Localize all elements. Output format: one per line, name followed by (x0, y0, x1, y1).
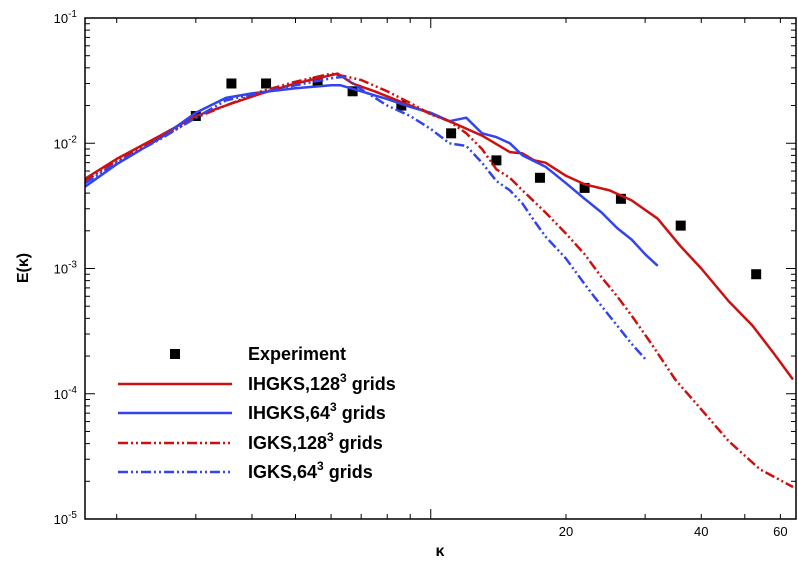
legend-marker (170, 349, 180, 359)
x-tick-label: 40 (694, 524, 708, 539)
series-line-3 (85, 72, 794, 489)
y-tick-label: 10-3 (54, 260, 78, 277)
experiment-marker (396, 100, 407, 111)
experiment-marker (446, 128, 457, 139)
experiment-marker (226, 78, 237, 89)
x-tick-label: 20 (559, 524, 573, 539)
experiment-marker (675, 220, 686, 231)
legend-label: IHGKS,643 grids (248, 400, 386, 423)
series-line-1 (85, 72, 795, 381)
experiment-marker (579, 182, 590, 193)
x-axis-title: κ (436, 543, 445, 560)
series-line-2 (85, 84, 659, 267)
legend-label: IHGKS,1283 grids (248, 371, 396, 394)
experiment-marker (534, 172, 545, 183)
series-line-4 (85, 75, 647, 360)
y-tick-label: 10-1 (54, 9, 78, 26)
experiment-marker (261, 78, 272, 89)
x-tick-label: 60 (773, 524, 787, 539)
experiment-marker (347, 86, 358, 97)
legend-label: Experiment (248, 344, 346, 364)
y-tick-label: 10-5 (54, 510, 78, 527)
experiment-marker (491, 155, 502, 166)
y-tick-label: 10-4 (54, 385, 78, 402)
experiment-marker (751, 269, 762, 280)
y-axis-title: E(κ) (15, 253, 32, 283)
legend: Experiment IHGKS,1283 grids IHGKS,643 grid… (118, 344, 396, 482)
legend-label: IGKS,643 grids (248, 459, 373, 482)
experiment-marker (615, 193, 626, 204)
y-tick-label: 10-2 (54, 134, 78, 151)
legend-label: IGKS,1283 grids (248, 430, 383, 453)
plot-frame (84, 17, 797, 520)
